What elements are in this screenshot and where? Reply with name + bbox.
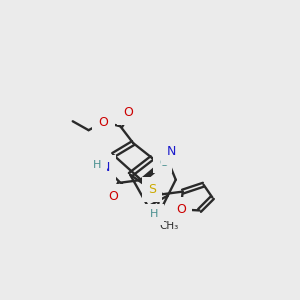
Text: CH₃: CH₃ xyxy=(159,221,178,231)
Text: C: C xyxy=(159,158,167,168)
Text: N: N xyxy=(167,146,176,158)
Text: O: O xyxy=(108,190,118,203)
Text: H: H xyxy=(150,209,158,219)
Text: S: S xyxy=(148,183,156,196)
Text: N: N xyxy=(101,161,110,174)
Text: O: O xyxy=(98,116,108,129)
Text: H: H xyxy=(93,160,102,170)
Text: O: O xyxy=(176,203,186,216)
Text: O: O xyxy=(123,106,133,119)
